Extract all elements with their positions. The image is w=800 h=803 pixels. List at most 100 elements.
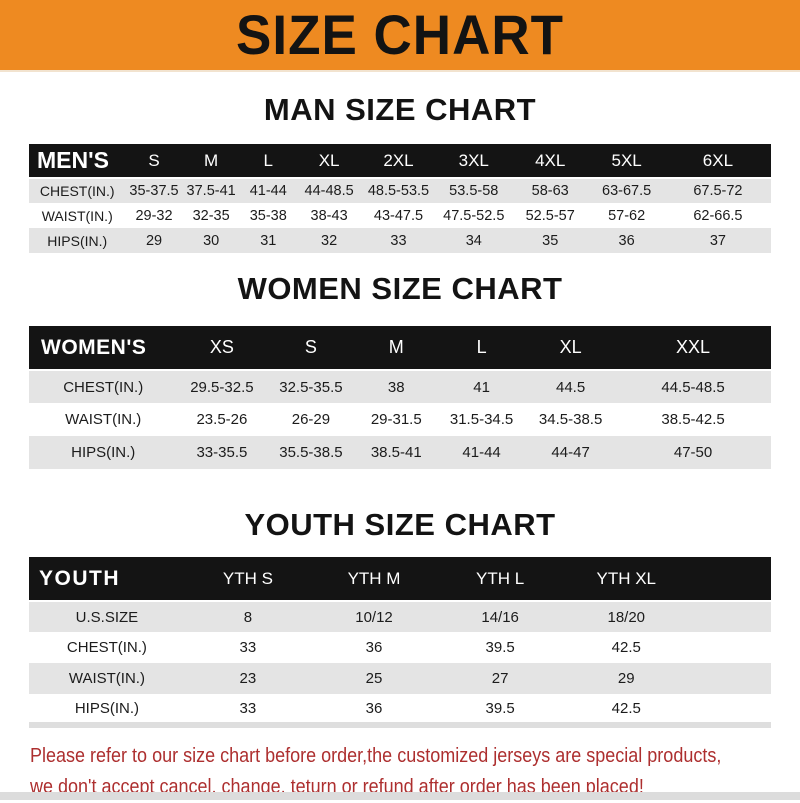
size-value: 63-67.5 <box>602 183 652 199</box>
table-row: U.S.SIZE 8 10/12 14/16 18/20 <box>29 601 771 632</box>
row-label: HIPS(IN.) <box>74 699 139 717</box>
size-value: 38 <box>387 378 405 396</box>
table-row: WAIST(IN.) 29-32 32-35 35-38 38-43 43-47.5 47.… <box>29 203 771 228</box>
size-value: 33-35.5 <box>196 444 248 461</box>
size-value: 42.5 <box>611 639 641 656</box>
size-value: 33 <box>390 232 407 249</box>
size-value: 33 <box>239 639 257 656</box>
size-value: 44-47 <box>551 444 590 461</box>
size-value: 27 <box>491 670 509 687</box>
table-row: WAIST(IN.) 23.5-26 26-29 29-31.5 31.5-34.5 34… <box>29 403 771 436</box>
table-row: CHEST(IN.) 29.5-32.5 32.5-35.5 38 41 44.5 44.5… <box>29 370 771 403</box>
size-column-header: XXL <box>615 326 771 371</box>
table-title-cell: YOUTH <box>29 557 185 602</box>
youth-section-heading: YOUTH SIZE CHART <box>244 507 556 542</box>
header-row: WOMEN'S XS S M L XL XXL <box>29 326 771 371</box>
men-section-heading: MAN SIZE CHART <box>263 92 537 127</box>
filler-cell <box>689 632 771 663</box>
size-value: 26-29 <box>291 411 331 428</box>
size-value: 36 <box>365 699 383 717</box>
bottom-strip <box>0 792 800 800</box>
size-column-header: L <box>437 326 527 371</box>
table-row: WAIST(IN.) 23 25 27 29 <box>29 663 771 694</box>
row-label: CHEST(IN.) <box>39 183 115 199</box>
banner: SIZE CHART <box>0 0 800 72</box>
size-column-header: XL <box>526 326 616 371</box>
size-value: 23.5-26 <box>196 411 248 428</box>
size-value: 36 <box>618 232 635 249</box>
size-value: 29 <box>145 232 163 249</box>
size-value: 47-50 <box>673 444 713 461</box>
size-column-header: M <box>355 326 438 371</box>
size-column-header: S <box>266 326 356 371</box>
size-value: 18/20 <box>607 608 646 626</box>
row-label: CHEST(IN.) <box>63 378 144 396</box>
size-value: 35-37.5 <box>129 183 179 199</box>
row-label: WAIST(IN.) <box>65 411 142 428</box>
row-label: WAIST(IN.) <box>41 207 113 224</box>
size-value: 10/12 <box>355 608 393 626</box>
filler-cell <box>689 557 771 602</box>
size-value: 37.5-41 <box>186 183 236 199</box>
women-section: WOMEN SIZE CHART WOMEN'S XS S M L XL XXL CHEST(… <box>0 271 800 469</box>
size-value: 44.5-48.5 <box>661 378 725 396</box>
size-value: 43-47.5 <box>373 207 424 224</box>
size-column-header: YTH XL <box>563 557 690 602</box>
youth-size-table: YOUTH YTH S YTH M YTH L YTH XL U.S.SIZE 8 10/12… <box>29 557 771 728</box>
women-size-table: WOMEN'S XS S M L XL XXL CHEST(IN.) 29.5-32.5 32.5… <box>29 326 771 469</box>
size-column-header: 4XL <box>511 144 589 179</box>
size-value: 39.5 <box>485 699 515 717</box>
size-value: 38.5-42.5 <box>661 411 725 428</box>
size-value: 44-48.5 <box>304 183 354 199</box>
table-row: HIPS(IN.) 33 36 39.5 42.5 <box>29 694 771 725</box>
header-row: MEN'S S M L XL 2XL 3XL 4XL 5XL 6XL <box>29 144 771 179</box>
table-row: HIPS(IN.) 29 30 31 32 33 34 35 36 37 <box>29 228 771 253</box>
men-size-table: MEN'S S M L XL 2XL 3XL 4XL 5XL 6XL CHEST(IN.) 35-37… <box>29 144 771 253</box>
size-value: 33 <box>239 699 257 717</box>
size-column-header: YTH M <box>310 557 438 602</box>
row-label: WAIST(IN.) <box>68 670 145 687</box>
size-column-header: XL <box>296 144 362 179</box>
size-value: 48.5-53.5 <box>367 183 430 199</box>
size-value: 38-43 <box>310 207 348 224</box>
table-title-cell: MEN'S <box>29 144 126 179</box>
size-value: 35 <box>542 232 559 249</box>
size-value: 29-32 <box>135 207 173 224</box>
order-note-line1: Please refer to our size chart before or… <box>30 745 722 767</box>
size-value: 41-44 <box>249 183 287 199</box>
row-label: HIPS(IN.) <box>47 232 108 249</box>
size-value: 23 <box>239 670 257 687</box>
size-value: 35-38 <box>249 207 287 224</box>
size-value: 29 <box>617 670 635 687</box>
size-value: 38.5-41 <box>370 444 422 461</box>
size-column-header: XS <box>177 326 267 371</box>
row-label: HIPS(IN.) <box>71 444 136 461</box>
size-value: 36 <box>365 639 383 656</box>
size-value: 37 <box>709 232 726 249</box>
filler-cell <box>689 601 771 632</box>
size-value: 29-31.5 <box>370 411 422 428</box>
size-column-header: M <box>182 144 240 179</box>
size-column-header: YTH S <box>184 557 311 602</box>
size-value: 52.5-57 <box>525 207 575 224</box>
men-section: MAN SIZE CHART MEN'S S M L XL 2XL 3XL 4XL 5XL 6XL… <box>0 92 800 253</box>
size-column-header: YTH L <box>437 557 564 602</box>
size-value: 53.5-58 <box>449 183 499 199</box>
women-section-heading: WOMEN SIZE CHART <box>237 271 563 306</box>
size-value: 57-62 <box>608 207 646 224</box>
header-row: YOUTH YTH S YTH M YTH L YTH XL <box>29 557 771 602</box>
size-column-header: 3XL <box>435 144 512 179</box>
size-value: 31 <box>260 232 277 249</box>
size-value: 47.5-52.5 <box>443 207 505 224</box>
size-value: 32-35 <box>192 207 230 224</box>
size-column-header: 2XL <box>361 144 436 179</box>
table-title-cell: WOMEN'S <box>29 326 178 371</box>
size-column-header: 6XL <box>664 144 771 179</box>
size-value: 58-63 <box>531 183 569 199</box>
size-value: 41-44 <box>462 444 501 461</box>
row-label: CHEST(IN.) <box>66 639 147 656</box>
youth-section: YOUTH SIZE CHART YOUTH YTH S YTH M YTH L YTH… <box>0 507 800 728</box>
size-value: 67.5-72 <box>693 183 743 199</box>
size-value: 34 <box>465 232 482 249</box>
